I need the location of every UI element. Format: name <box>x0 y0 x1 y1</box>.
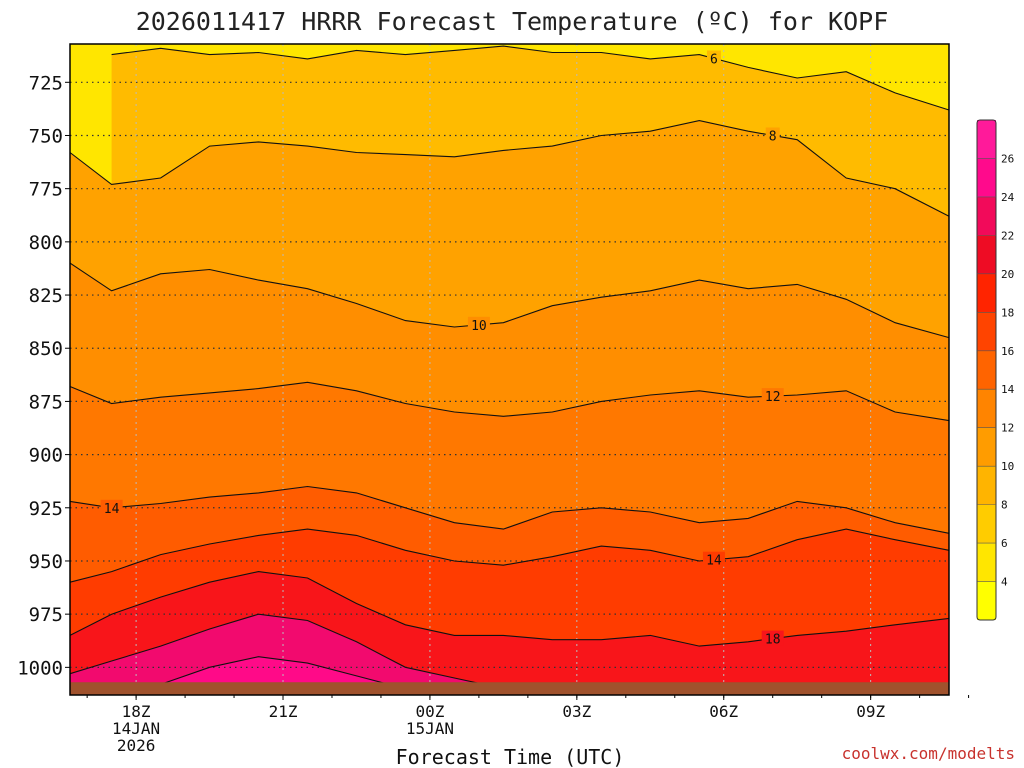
x-tick-label-24-0: 00Z <box>415 702 444 721</box>
colorbar-step-20 <box>977 235 996 274</box>
colorbar-step-14 <box>977 350 996 390</box>
x-tick-label-18-1: 14JAN <box>112 719 160 738</box>
contour-label-bg-16 <box>702 551 725 567</box>
y-tick-label-900: 900 <box>29 445 63 467</box>
colorbar-step-12 <box>977 389 996 428</box>
colorbar-label-4: 4 <box>1001 576 1008 589</box>
x-axis-label: Forecast Time (UTC) <box>396 745 625 768</box>
y-tick-label-950: 950 <box>29 551 63 573</box>
contour-22 <box>160 656 406 690</box>
contour-label-16: 14 <box>706 554 722 569</box>
contour-label-bg-18 <box>761 630 784 646</box>
colorbar-label-12: 12 <box>1001 422 1014 435</box>
colorbar-step-22 <box>977 196 996 236</box>
contour-14 <box>69 485 950 534</box>
contour-label-18: 18 <box>765 633 781 648</box>
contour-label-bg-8 <box>765 127 780 143</box>
y-tick-label-750: 750 <box>29 125 63 147</box>
contour-18 <box>69 571 950 647</box>
colorbar-step-24 <box>977 158 996 197</box>
colorbar-label-20: 20 <box>1001 268 1014 281</box>
colorbar-step-6 <box>977 504 996 544</box>
colorbar-step-18 <box>977 273 996 313</box>
contour-label-10: 10 <box>471 319 487 334</box>
contour-label-8: 8 <box>769 129 777 144</box>
x-tick-label-24-1: 15JAN <box>406 719 454 738</box>
y-tick-label-1000: 1000 <box>17 657 63 679</box>
ground <box>70 682 949 695</box>
colorbar-label-14: 14 <box>1001 383 1015 396</box>
x-tick-label-18-2: 2026 <box>117 736 156 755</box>
colorbar-step-8 <box>977 466 996 505</box>
colorbar-step-26 <box>977 120 996 159</box>
contour-10 <box>69 262 950 339</box>
contour-label-6: 6 <box>710 52 718 67</box>
plot-area: 6 8 10 12 14 14 18 <box>69 44 950 696</box>
contour-label-bg-12 <box>761 388 784 404</box>
axes: 725 750 775 800 825 850 875 900 925 950 975 1000 18Z… <box>17 43 970 755</box>
colorbar-step-10 <box>977 427 996 467</box>
colorbar-label-10: 10 <box>1001 460 1014 473</box>
y-tick-label-850: 850 <box>29 338 63 360</box>
colorbar-label-6: 6 <box>1001 537 1008 550</box>
x-tick-label-27-0: 03Z <box>562 702 591 721</box>
colorbar-step-16 <box>977 312 996 351</box>
credit-text: coolwx.com/modelts <box>842 744 1015 763</box>
y-tick-label-775: 775 <box>29 179 63 201</box>
y-tick-label-925: 925 <box>29 498 63 520</box>
y-tick-label-825: 825 <box>29 285 63 307</box>
contour-6 <box>111 45 950 111</box>
band-ge-20 <box>70 614 504 695</box>
x-tick-label-30-0: 06Z <box>709 702 738 721</box>
plot-frame <box>69 43 950 696</box>
contour-8 <box>69 120 950 217</box>
contour-label-bg-14 <box>100 499 123 515</box>
colorbar-label-22: 22 <box>1001 229 1014 242</box>
contour-16 <box>69 528 950 583</box>
colorbar-label-24: 24 <box>1001 191 1015 204</box>
contour-20 <box>69 613 504 690</box>
y-tick-label-875: 875 <box>29 391 63 413</box>
colorbar-step-4 <box>977 543 996 582</box>
colorbar-label-16: 16 <box>1001 345 1014 358</box>
contour-12 <box>69 381 950 422</box>
colorbar-label-26: 26 <box>1001 152 1014 165</box>
colorbar: 4 6 8 10 12 14 16 18 20 22 24 26 <box>976 119 1015 621</box>
colorbar-step-2 <box>977 581 996 620</box>
x-tick-label-18-0: 18Z <box>122 702 151 721</box>
colorbar-label-18: 18 <box>1001 306 1014 319</box>
y-tick-label-975: 975 <box>29 604 63 626</box>
y-tick-label-800: 800 <box>29 232 63 254</box>
contour-label-14: 14 <box>104 502 120 517</box>
contour-label-bg-6 <box>706 50 721 66</box>
x-tick-label-33-0: 09Z <box>856 702 885 721</box>
x-tick-label-21-0: 21Z <box>269 702 298 721</box>
colorbar-label-8: 8 <box>1001 499 1008 512</box>
colorbar-frame <box>976 119 997 621</box>
chart-title: 2026011417 HRRR Forecast Temperature (ºC… <box>136 7 889 36</box>
contour-label-bg-10 <box>467 316 490 332</box>
contour-label-12: 12 <box>765 390 781 405</box>
y-tick-label-725: 725 <box>29 72 63 94</box>
